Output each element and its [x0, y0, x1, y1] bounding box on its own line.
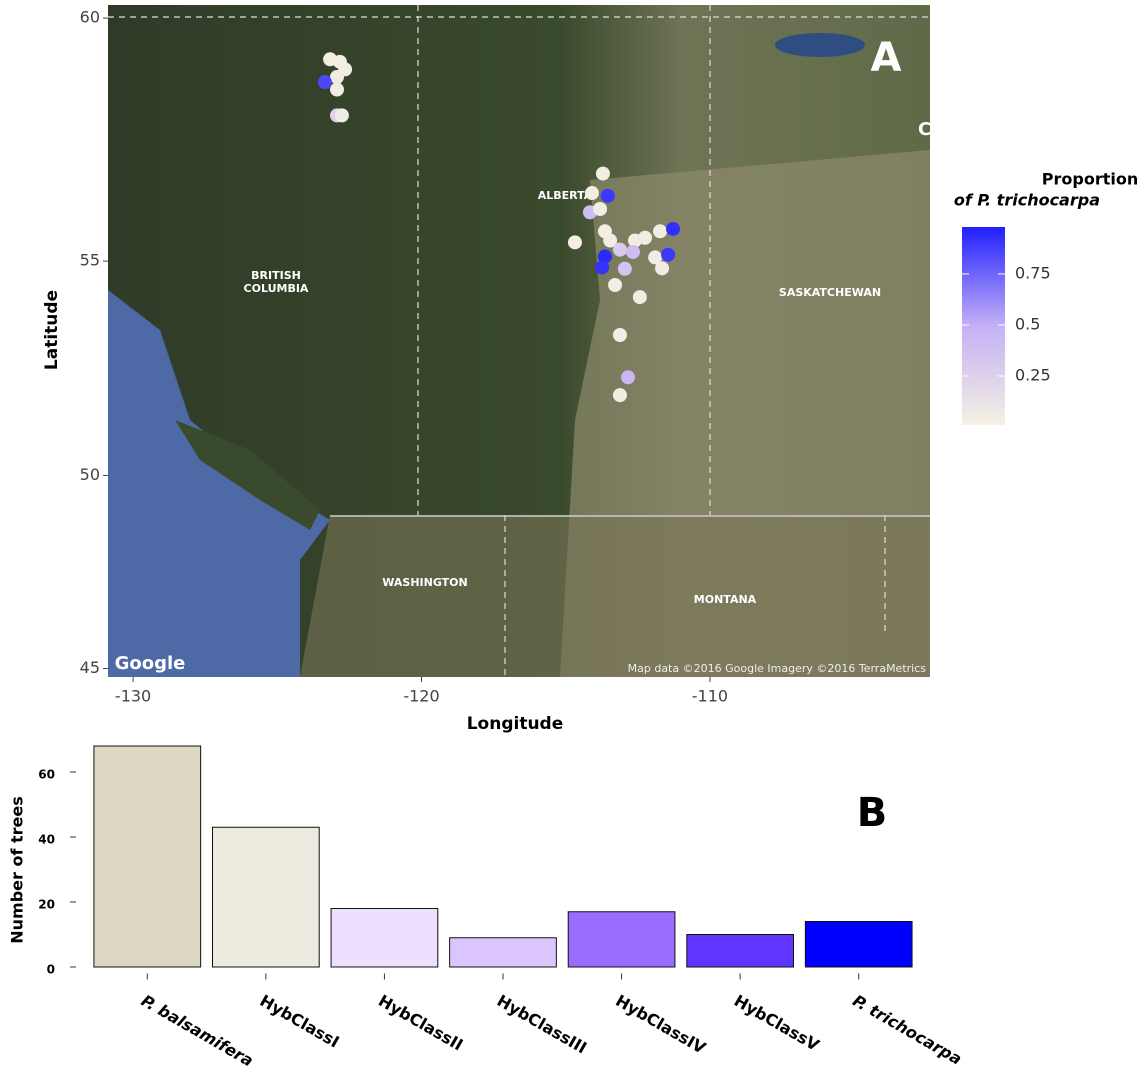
x-tick-label: HybClassV: [731, 991, 823, 1055]
point: [613, 328, 627, 342]
bar: [213, 827, 320, 967]
point: [585, 186, 599, 200]
legend-title: Proportion: [1042, 170, 1138, 189]
point: [655, 261, 669, 275]
point: [618, 262, 632, 276]
point: [666, 222, 680, 236]
y-tick-label: 45: [80, 658, 100, 677]
point: [595, 260, 609, 274]
point: [330, 70, 344, 84]
map-label: WASHINGTON: [382, 576, 467, 589]
point: [335, 108, 349, 122]
bar: [687, 935, 794, 968]
point: [318, 75, 332, 89]
x-tick-label: -120: [403, 687, 439, 706]
y-tick-label: 20: [38, 898, 55, 912]
point: [661, 248, 675, 262]
google-logo: Google: [115, 653, 186, 674]
x-tick-label: HybClassI: [257, 991, 343, 1052]
point: [613, 388, 627, 402]
x-tick-label: P. trichocarpa: [849, 991, 965, 1069]
panel-label: B: [857, 790, 888, 836]
y-axis-title: Latitude: [42, 290, 62, 370]
point: [653, 224, 667, 238]
legend-label: 0.5: [1015, 314, 1040, 333]
bar: [805, 922, 912, 968]
y-tick-label: 50: [80, 465, 100, 484]
x-tick-label: P. balsamifera: [138, 991, 257, 1070]
map-label: C: [918, 119, 931, 140]
map-lake: [775, 33, 865, 57]
y-tick-label: 40: [38, 833, 55, 847]
colorbar: [962, 227, 1005, 425]
bar: [568, 912, 675, 967]
y-axis-title: Number of trees: [8, 796, 27, 944]
map-label: SASKATCHEWAN: [779, 286, 881, 299]
point: [608, 278, 622, 292]
figure: BRITISH COLUMBIA ALBERTA SASKATCHEWAN WA…: [0, 0, 1141, 1076]
point: [593, 202, 607, 216]
panel-label: A: [871, 35, 902, 81]
legend-label: 0.75: [1015, 263, 1051, 282]
map-label: MONTANA: [694, 593, 757, 606]
x-tick-label: HybClassIII: [494, 991, 590, 1058]
x-tick-label: HybClassII: [375, 991, 466, 1055]
y-tick-label: 0: [47, 963, 55, 977]
bar: [331, 909, 438, 968]
point: [613, 243, 627, 257]
point: [633, 290, 647, 304]
point: [638, 231, 652, 245]
map: [108, 5, 930, 677]
map-us: [300, 515, 930, 677]
point: [626, 245, 640, 259]
legend-label: 0.25: [1015, 366, 1051, 385]
map-label: ALBERTA: [538, 189, 593, 202]
y-tick-label: 60: [80, 8, 100, 27]
y-tick-label: 60: [38, 768, 55, 782]
point: [330, 83, 344, 97]
point: [596, 167, 610, 181]
x-tick-label: -130: [115, 687, 151, 706]
map-label: COLUMBIA: [244, 282, 309, 295]
point: [568, 235, 582, 249]
bar: [94, 746, 201, 967]
point: [601, 189, 615, 203]
map-label: BRITISH: [251, 269, 301, 282]
attribution: Map data ©2016 Google Imagery ©2016 Terr…: [628, 662, 927, 675]
x-tick-label: -110: [692, 687, 728, 706]
x-tick-label: HybClassIV: [612, 991, 709, 1058]
y-tick-label: 55: [80, 251, 100, 270]
point: [621, 370, 635, 384]
x-axis-title: Longitude: [467, 714, 564, 734]
bar: [450, 938, 557, 967]
legend-title: of P. trichocarpa: [954, 191, 1100, 210]
